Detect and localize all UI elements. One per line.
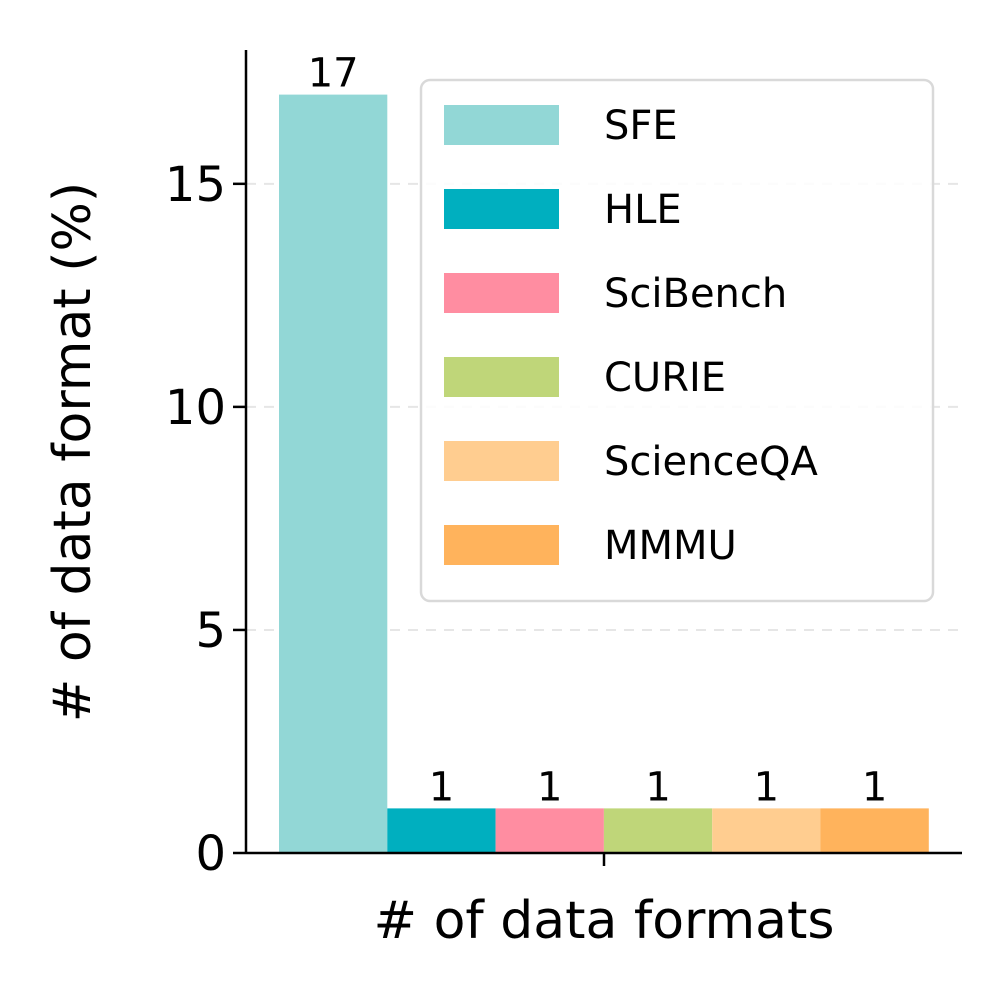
bar-value-label: 1: [862, 764, 887, 810]
y-axis-title: # of data format (%): [43, 182, 103, 722]
legend-swatch: [444, 525, 559, 565]
bar-value-label: 1: [645, 764, 670, 810]
legend-swatch: [444, 273, 559, 313]
legend-items: SFE HLE SciBench CURIE ScienceQA MMMU: [444, 103, 819, 569]
legend: SFE HLE SciBench CURIE ScienceQA MMMU: [419, 78, 935, 603]
bar-curie: [603, 808, 713, 853]
y-ticks: 0 5 10 15: [165, 157, 246, 882]
legend-label: HLE: [604, 187, 682, 233]
y-tick-label: 10: [165, 380, 226, 436]
bar-scienceqa: [712, 808, 821, 853]
legend-label: MMMU: [604, 523, 737, 569]
data-labels: 17 1 1 1 1 1: [308, 51, 888, 811]
legend-label: SciBench: [604, 271, 787, 317]
bar-value-label: 1: [429, 764, 454, 810]
bar-value-label: 17: [308, 51, 359, 97]
legend-swatch: [444, 105, 559, 145]
bar-value-label: 1: [537, 764, 562, 810]
legend-swatch: [444, 189, 559, 229]
y-tick-label: 0: [195, 826, 226, 882]
bars: [279, 94, 929, 854]
legend-label: CURIE: [604, 355, 726, 401]
x-axis-title: # of data formats: [374, 891, 835, 951]
bar-scibench: [495, 808, 604, 853]
y-tick-label: 15: [165, 157, 226, 213]
legend-label: ScienceQA: [604, 439, 819, 485]
bar-value-label: 1: [754, 764, 779, 810]
y-tick-label: 5: [195, 603, 226, 659]
legend-swatch: [444, 357, 559, 397]
bar-sfe: [279, 94, 388, 854]
legend-swatch: [444, 441, 559, 481]
bar-hle: [387, 808, 496, 853]
legend-label: SFE: [604, 103, 678, 149]
bar-mmmu: [820, 808, 929, 853]
